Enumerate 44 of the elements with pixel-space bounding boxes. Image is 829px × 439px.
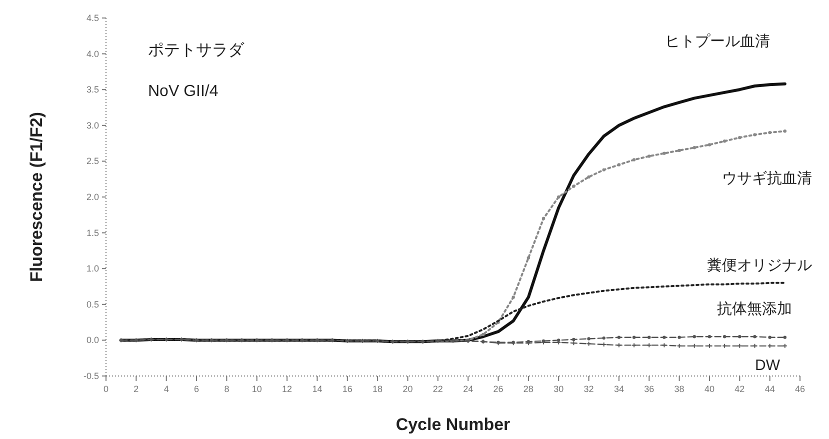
x-tick-label: 44: [764, 384, 775, 394]
text: NoV GII/4: [148, 83, 218, 100]
x-tick-label: 32: [584, 384, 594, 394]
x-tick-label: 4: [164, 384, 169, 394]
x-tick-label: 18: [372, 384, 383, 394]
text: ヒトプール血清: [665, 32, 770, 50]
series-label: 抗体無添加: [717, 300, 792, 318]
y-tick-label: -0.5: [83, 371, 99, 381]
x-tick-label: 38: [674, 384, 684, 394]
x-tick-label: 26: [493, 384, 504, 394]
x-tick-label: 20: [402, 384, 413, 394]
y-tick-label: 3.0: [86, 120, 99, 130]
x-tick-label: 8: [224, 384, 230, 394]
y-tick-label: 2.0: [86, 192, 99, 202]
x-tick-label: 22: [432, 384, 443, 394]
y-tick-label: 1.0: [86, 264, 99, 274]
y-tick-label: 4.5: [86, 13, 99, 23]
x-axis-title: Cycle Number: [396, 415, 511, 434]
x-tick-label: 42: [734, 384, 745, 394]
x-tick-label: 12: [282, 384, 292, 394]
x-tick-label: 28: [523, 384, 534, 394]
y-tick-label: 0.5: [86, 299, 99, 310]
series-label: DW: [755, 356, 781, 374]
x-tick-label: 30: [554, 384, 564, 394]
x-tick-label: 40: [704, 384, 714, 394]
x-tick-label: 14: [312, 384, 322, 394]
x-tick-label: 36: [644, 384, 654, 394]
x-tick-label: 0: [103, 384, 109, 394]
text: ポテトサラダ: [148, 42, 245, 59]
y-tick-label: 1.5: [86, 228, 99, 238]
x-tick-label: 6: [194, 384, 200, 394]
y-tick-label: 0.0: [86, 335, 99, 346]
x-tick-label: 24: [463, 384, 474, 394]
x-tick-label: 34: [614, 384, 624, 394]
series-label: 糞便オリジナル: [707, 256, 812, 274]
y-tick-label: 4.0: [86, 48, 99, 59]
y-axis-title: Fluorescence (F1/F2): [27, 112, 46, 282]
x-tick-label: 2: [134, 384, 139, 394]
x-tick-label: 46: [794, 384, 806, 394]
y-tick-label: 2.5: [86, 156, 99, 166]
y-tick-label: 3.5: [86, 84, 99, 95]
x-tick-label: 10: [252, 384, 262, 394]
series-label: ウサギ抗血清: [722, 170, 812, 188]
x-tick-label: 16: [342, 384, 352, 394]
